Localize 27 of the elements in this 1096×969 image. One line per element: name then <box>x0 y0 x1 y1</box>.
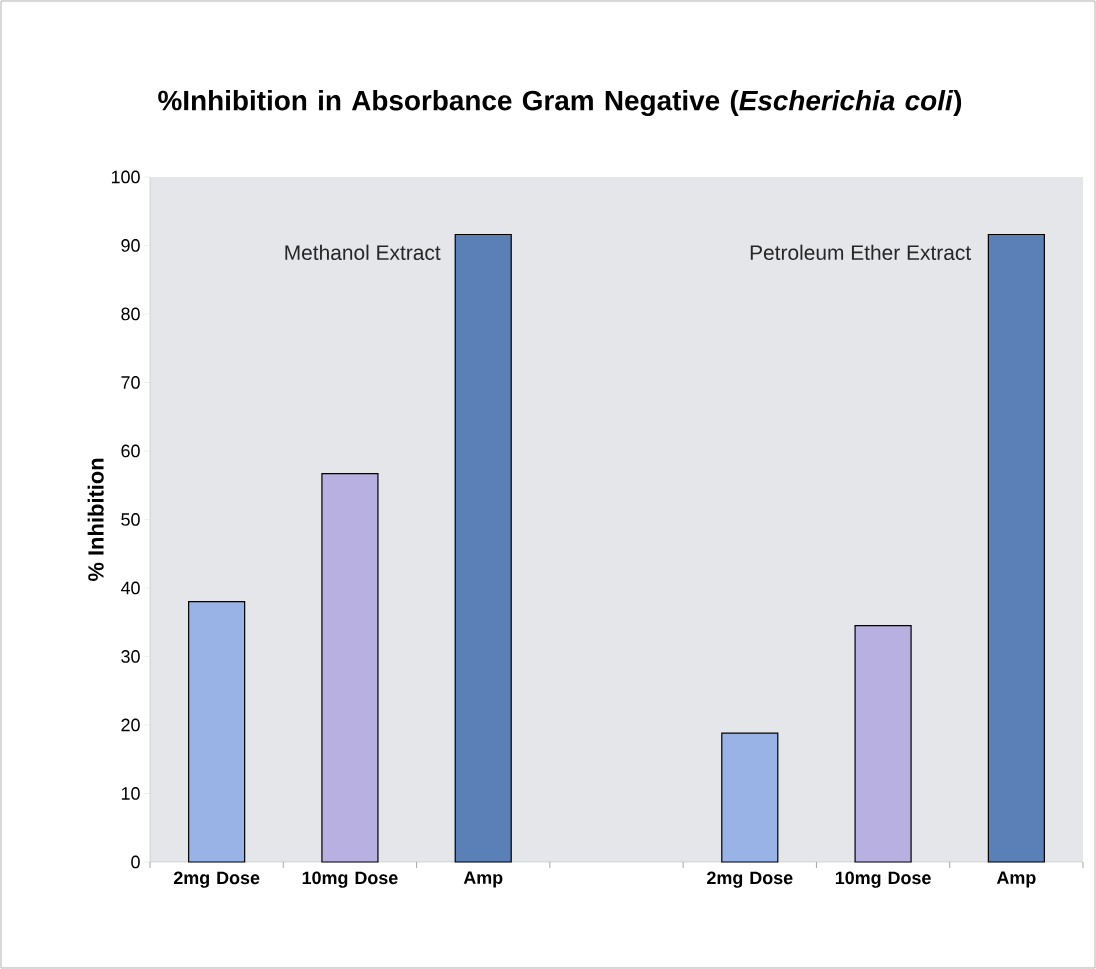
x-tick-label: Amp <box>996 871 1036 888</box>
y-tick-label: 80 <box>121 307 140 321</box>
annotation: Methanol Extract <box>285 244 441 261</box>
y-tick-label: 10 <box>121 787 140 800</box>
y-tick-label: 30 <box>121 650 140 663</box>
x-tick-label: 10mg Dose <box>302 871 398 888</box>
bar <box>721 732 779 863</box>
annotation: Petroleum Ether Extract <box>750 244 971 261</box>
y-tick-label: 20 <box>121 718 140 732</box>
bar <box>454 233 512 863</box>
x-tick-label: 2mg Dose <box>173 871 260 888</box>
y-tick-label: 90 <box>121 239 140 252</box>
bar <box>854 625 912 863</box>
bar <box>188 601 246 863</box>
y-tick-label: 60 <box>121 444 140 458</box>
y-tick-label: 50 <box>121 513 140 526</box>
y-tick-label: 70 <box>121 376 140 389</box>
y-tick-label: 40 <box>120 581 140 595</box>
bar <box>321 472 379 863</box>
y-axis-title: % Inhibition <box>87 458 104 582</box>
y-tick-label: 0 <box>131 855 140 869</box>
x-tick-label: 10mg Dose <box>835 871 931 888</box>
x-tick-label: 2mg Dose <box>707 871 793 888</box>
chart-title: %Inhibition in Absorbance Gram Negative (Escherichia coli) <box>158 89 962 117</box>
bar <box>987 233 1045 863</box>
x-tick-label: Amp <box>463 871 503 888</box>
y-tick-label: 100 <box>111 170 140 184</box>
